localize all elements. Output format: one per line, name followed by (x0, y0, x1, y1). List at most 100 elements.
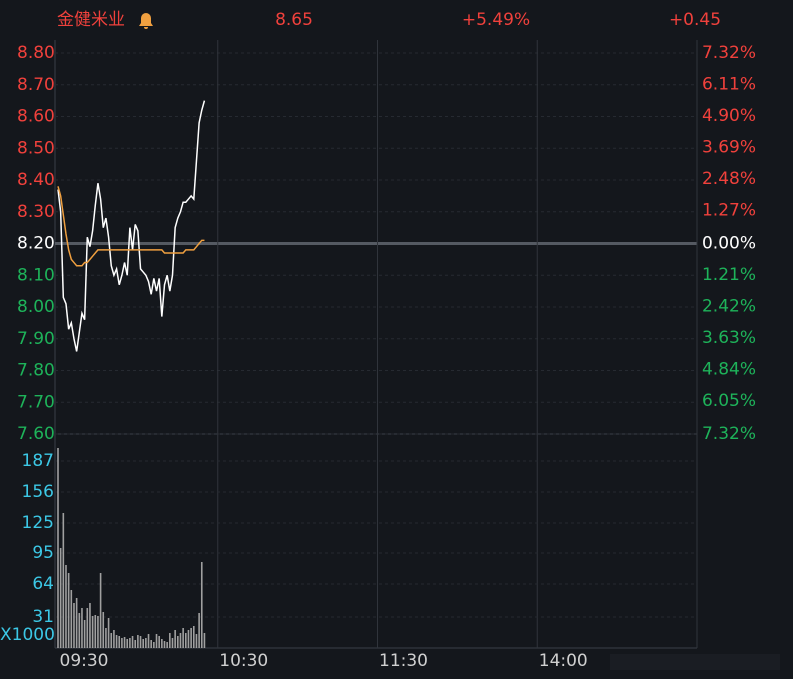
y2-tick-label: 7.32% (702, 424, 756, 444)
change-pct: +5.49% (462, 10, 530, 30)
volume-bar (121, 638, 123, 648)
y2-tick-label: 2.42% (702, 296, 756, 316)
stock-name: 金健米业 (57, 10, 125, 30)
volume-bar (187, 630, 190, 648)
volume-tick-label: 64 (32, 574, 54, 594)
volume-bar (182, 628, 184, 648)
volume-tick-label: 187 (22, 451, 54, 471)
volume-bar (65, 565, 67, 648)
volume-bar (163, 641, 166, 648)
volume-bar (166, 642, 168, 648)
y-tick-label: 8.60 (17, 107, 55, 127)
y-tick-label: 8.40 (17, 170, 55, 190)
y2-tick-label: 3.63% (702, 328, 756, 348)
volume-bar (131, 636, 134, 648)
price-line (57, 100, 206, 352)
volume-bar (123, 637, 126, 648)
volume-bar (200, 562, 203, 648)
volume-bar (179, 633, 182, 648)
volume-bar (107, 618, 110, 648)
volume-bar (110, 633, 113, 648)
volume-bar (192, 626, 195, 648)
volume-bar (137, 635, 139, 648)
volume-bar (150, 640, 152, 648)
volume-tick-label: 31 (32, 607, 54, 627)
y-tick-label: 7.90 (17, 329, 55, 349)
volume-bar (105, 628, 107, 648)
y-tick-label: 8.30 (17, 202, 55, 222)
change: +0.45 (669, 10, 721, 30)
volume-bar (177, 636, 179, 648)
volume-bar (142, 639, 144, 648)
volume-bar (67, 573, 70, 648)
volume-bar (91, 616, 94, 648)
y-tick-label: 7.70 (17, 392, 55, 412)
volume-bar (198, 613, 200, 648)
volume-bar (102, 612, 105, 648)
y2-tick-label: 4.84% (702, 359, 756, 379)
volume-tick-label: 95 (32, 543, 54, 563)
x-tick-label: 10:30 (219, 651, 268, 671)
volume-bar (161, 639, 163, 648)
y2-tick-label: 2.48% (702, 169, 756, 189)
volume-bar (59, 548, 62, 648)
volume-bar (174, 630, 176, 648)
y2-tick-label: 7.32% (702, 43, 756, 63)
volume-bar (155, 634, 158, 648)
volume-bar (94, 615, 97, 648)
y2-tick-label: 1.27% (702, 200, 756, 220)
volume-bar (115, 635, 118, 648)
average-line (57, 186, 205, 267)
y2-tick-label: 1.21% (702, 265, 756, 285)
volume-bar (86, 608, 89, 648)
y2-tick-label: 6.05% (702, 391, 756, 411)
y2-tick-label: 4.90% (702, 106, 756, 126)
volume-bar (185, 633, 187, 648)
volume-bar (62, 513, 65, 648)
volume-bar (70, 590, 73, 648)
y-tick-label: 7.80 (17, 361, 55, 381)
y-tick-label: 7.60 (17, 424, 55, 444)
volume-bar (57, 448, 59, 648)
y2-tick-label: 0.00% (702, 234, 756, 254)
y-tick-label: 8.10 (17, 265, 55, 285)
y2-tick-label: 3.69% (702, 137, 756, 157)
x-tick-label: 09:30 (60, 651, 109, 671)
volume-unit: X1000 (0, 625, 55, 645)
volume-bar (75, 598, 78, 648)
volume-bar (169, 633, 171, 648)
volume-bar (153, 642, 155, 648)
volume-bar (145, 638, 147, 648)
volume-bar (139, 636, 142, 648)
y-tick-label: 8.70 (17, 75, 55, 95)
volume-bar (190, 628, 192, 648)
y-tick-label: 8.00 (17, 297, 55, 317)
volume-bar (113, 630, 115, 648)
price: 8.65 (275, 10, 313, 30)
volume-tick-label: 125 (22, 513, 54, 533)
volume-bar (134, 640, 137, 648)
volume-bar (83, 620, 86, 648)
y-tick-label: 8.20 (17, 234, 55, 254)
volume-bar (129, 638, 131, 648)
volume-bar (81, 608, 83, 648)
scroll-strip[interactable] (610, 654, 780, 670)
volume-bar (89, 603, 91, 648)
volume-bar (195, 634, 198, 648)
volume-bar (73, 603, 75, 648)
alert-bell[interactable] (139, 13, 153, 29)
volume-bar (147, 634, 150, 648)
x-tick-label: 14:00 (539, 651, 588, 671)
y-tick-label: 8.80 (17, 43, 55, 63)
x-tick-label: 11:30 (379, 651, 428, 671)
volume-bar (99, 573, 102, 648)
y2-tick-label: 6.11% (702, 74, 756, 94)
volume-bar (78, 613, 81, 648)
volume-bar (126, 639, 129, 648)
volume-bar (171, 638, 174, 648)
y-tick-label: 8.50 (17, 138, 55, 158)
volume-bar (97, 616, 99, 648)
volume-bar (158, 636, 160, 648)
